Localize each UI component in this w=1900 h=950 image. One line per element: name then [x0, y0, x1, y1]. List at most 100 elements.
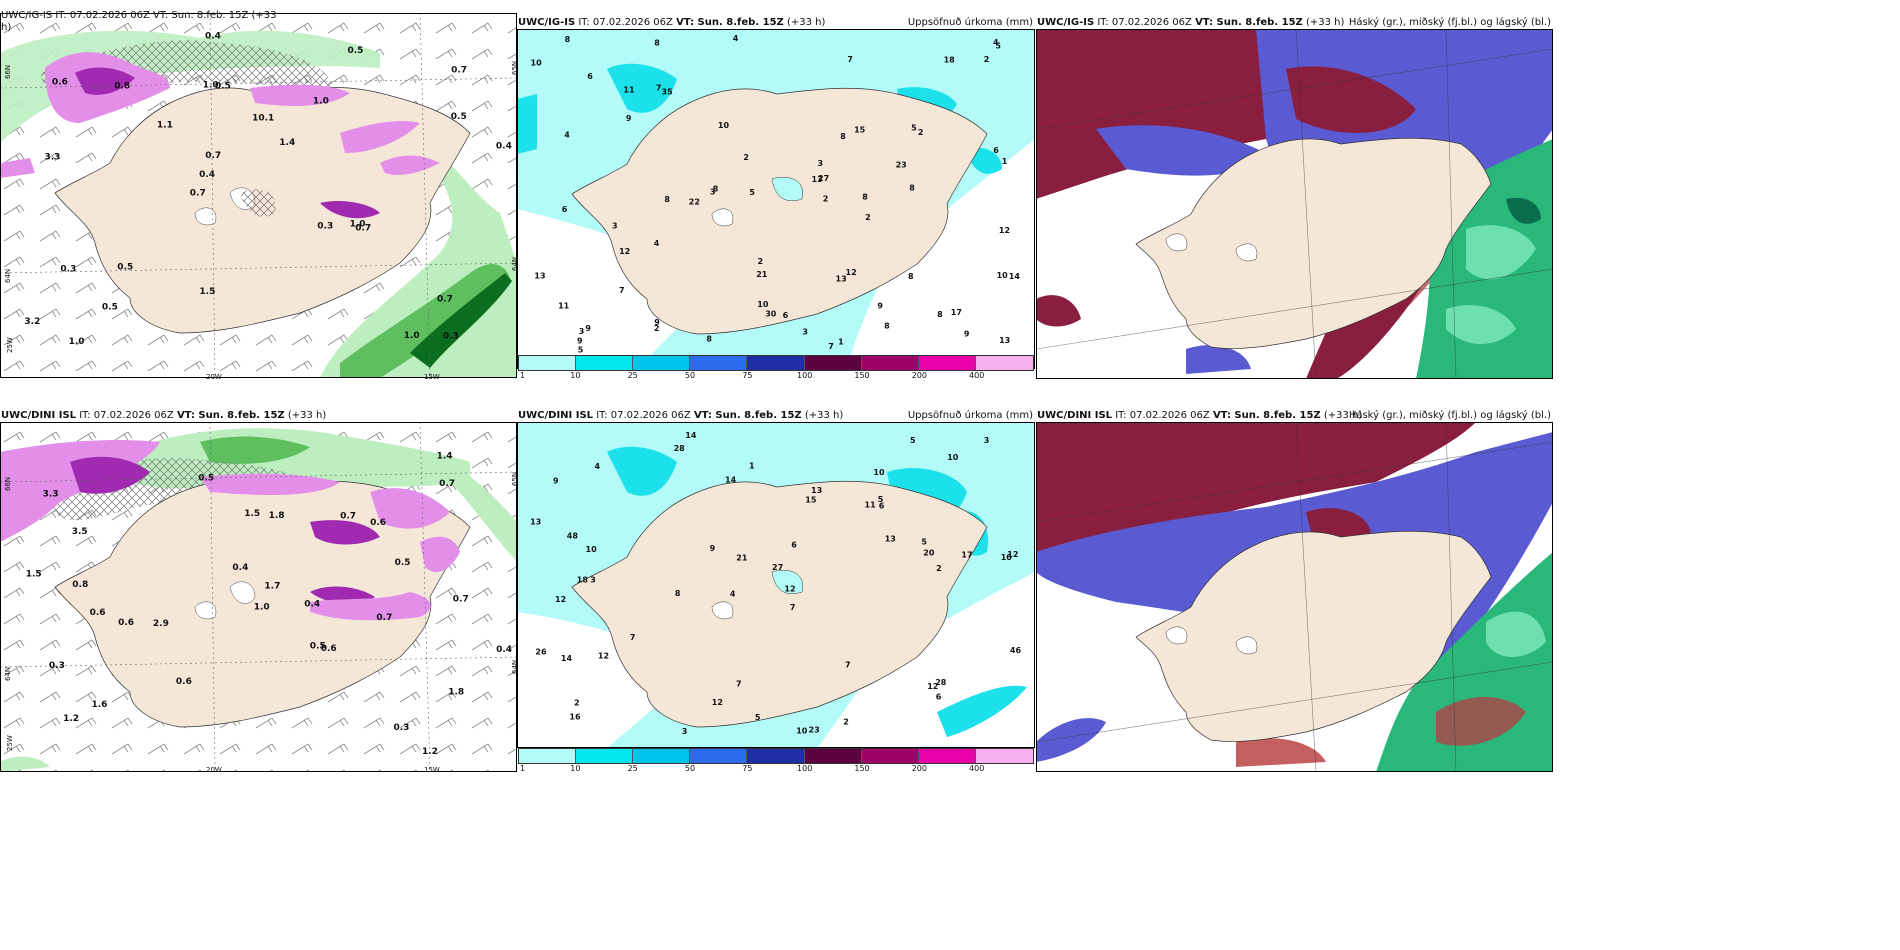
snow-value-label: 0.6	[321, 644, 337, 654]
row2-cloud-panel: UWC/DINI ISL IT: 07.02.2026 06Z VT: Sun.…	[1036, 406, 1553, 772]
precip-value-label: 8	[654, 39, 660, 48]
snow-value-label: 0.7	[437, 294, 453, 304]
snow-value-label: 0.3	[317, 222, 333, 232]
lat-label: 25W	[6, 337, 14, 353]
legend-tick-label: 10	[570, 371, 581, 380]
legend-tick-label: 25	[627, 764, 638, 773]
precip-value-label: 9	[585, 324, 591, 333]
precip-value-label: 6	[879, 502, 885, 511]
row1-cloud-header: UWC/IG-IS IT: 07.02.2026 06Z VT: Sun. 8.…	[1037, 17, 1345, 28]
snow-value-label: 1.8	[448, 687, 464, 697]
legend-swatch	[519, 749, 577, 763]
legend-tick-label: 400	[969, 371, 985, 380]
lat-label: 64N	[4, 268, 12, 283]
snow-value-label: 1.5	[26, 569, 42, 579]
legend-swatch	[576, 749, 634, 763]
precip-value-label: 8	[884, 322, 890, 331]
snow-value-label: 3.3	[45, 152, 61, 162]
lon-label: 20W	[206, 766, 222, 774]
precip-value-label: 12	[1007, 550, 1018, 559]
precip-value-label: 12	[598, 651, 609, 660]
snow-value-label: 0.8	[114, 82, 130, 92]
legend-tick-label: 1	[520, 371, 526, 380]
legend-swatch	[633, 749, 691, 763]
snow-value-label: 0.7	[376, 613, 392, 623]
legend-swatch	[861, 356, 919, 370]
precip-value-label: 9	[553, 477, 559, 486]
precip-value-label: 15	[805, 495, 817, 504]
iceland-land	[571, 480, 988, 728]
precip-value-label: 27	[772, 563, 783, 572]
precip-value-label: 5	[995, 41, 1001, 50]
precip-value-label: 8	[675, 589, 681, 598]
row1-cloud-title: Háský (gr.), miðský (fj.bl.) og lágský (…	[1348, 17, 1551, 28]
precip-value-label: 8	[706, 335, 712, 344]
precip-value-label: 10	[796, 727, 808, 736]
row1-precip-panel: 8 7 9 9 8 6 8 9 4 10 18 30 8 21 7 13 4 2 22 10 13 5 3 3 2 3 13 12 8 2…	[517, 13, 1035, 380]
lat-label: 25W	[6, 735, 14, 751]
snow-value-label: 0.3	[60, 265, 76, 275]
precip-value-label: 3	[612, 222, 618, 231]
precip-value-label: 2	[574, 699, 580, 708]
row2-precip-title: Uppsöfnuð úrkoma (mm)	[907, 410, 1033, 421]
precip-value-label: 12	[619, 247, 630, 256]
precip-value-label: 28	[935, 678, 947, 687]
precip-value-label: 20	[923, 549, 935, 558]
precip-value-label: 13	[836, 274, 847, 283]
precip-value-label: 4	[733, 34, 739, 43]
legend-swatch	[690, 356, 748, 370]
legend-tick-label: 50	[684, 371, 696, 380]
precip-value-label: 10	[1001, 553, 1013, 562]
precip-value-label: 5	[878, 495, 884, 504]
precip-value-label: 23	[896, 161, 907, 170]
snow-value-label: 0.7	[355, 224, 371, 234]
snow-value-label: 1.8	[269, 511, 285, 521]
snow-value-label: 1.0	[350, 219, 366, 229]
precip-value-label: 12	[784, 584, 795, 593]
precip-value-label: 10	[586, 545, 598, 554]
lat-label: 66N	[4, 64, 12, 79]
precip-value-label: 10	[757, 300, 769, 309]
precip-value-label: 3	[579, 327, 585, 336]
precip-value-label: 3	[682, 727, 688, 736]
snow-value-label: 0.4	[232, 563, 248, 573]
precip-legend	[518, 748, 1034, 764]
legend-swatch	[804, 356, 862, 370]
row2-cloud-map	[1036, 422, 1553, 772]
snow-value-label: 0.7	[205, 151, 221, 161]
precip-value-label: 6	[791, 541, 797, 550]
precip-value-label: 7	[619, 286, 625, 295]
precip-value-label: 8	[862, 193, 868, 202]
legend-swatch	[861, 749, 919, 763]
snow-value-label: 0.7	[453, 595, 469, 605]
precip-value-label: 12	[712, 698, 723, 707]
precip-value-label: 2	[758, 257, 764, 266]
precip-value-label: 14	[561, 654, 573, 663]
snow-value-label: 0.7	[340, 512, 356, 522]
precip-value-label: 8	[908, 272, 914, 281]
precip-value-label: 6	[783, 311, 789, 320]
snow-value-label: 0.5	[215, 81, 231, 91]
row2-snow-map: 1.20.60.53.31.83.51.62.90.61.5 0.70.30.60…	[0, 422, 517, 772]
precip-value-label: 5	[578, 346, 584, 355]
row2-snow-header: UWC/DINI ISL IT: 07.02.2026 06Z VT: Sun.…	[1, 410, 327, 421]
snow-value-label: 1.1	[157, 120, 173, 130]
precip-value-label: 14	[1009, 272, 1021, 281]
precip-value-label: 8	[937, 310, 943, 319]
lat-label: 66N	[4, 476, 12, 491]
precip-value-label: 6	[936, 692, 942, 701]
precip-legend-labels: 1 10 25 50 75 100 150 200 400	[518, 764, 1034, 774]
precip-value-label: 7	[656, 84, 662, 93]
precip-value-label: 6	[993, 146, 999, 155]
snow-value-label: 0.8	[72, 580, 88, 590]
precip-value-label: 1	[838, 338, 844, 347]
snow-value-label: 10.1	[252, 114, 274, 124]
row2-precip-header: UWC/DINI ISL IT: 07.02.2026 06Z VT: Sun.…	[518, 410, 844, 421]
snow-value-label: 1.0	[203, 80, 219, 90]
precip-value-label: 8	[909, 184, 915, 193]
row1-precip-map: 8799868941018308217134222101353323131282…	[517, 29, 1035, 369]
precip-legend	[518, 355, 1034, 371]
precip-value-label: 9	[877, 301, 883, 310]
legend-swatch	[747, 356, 805, 370]
